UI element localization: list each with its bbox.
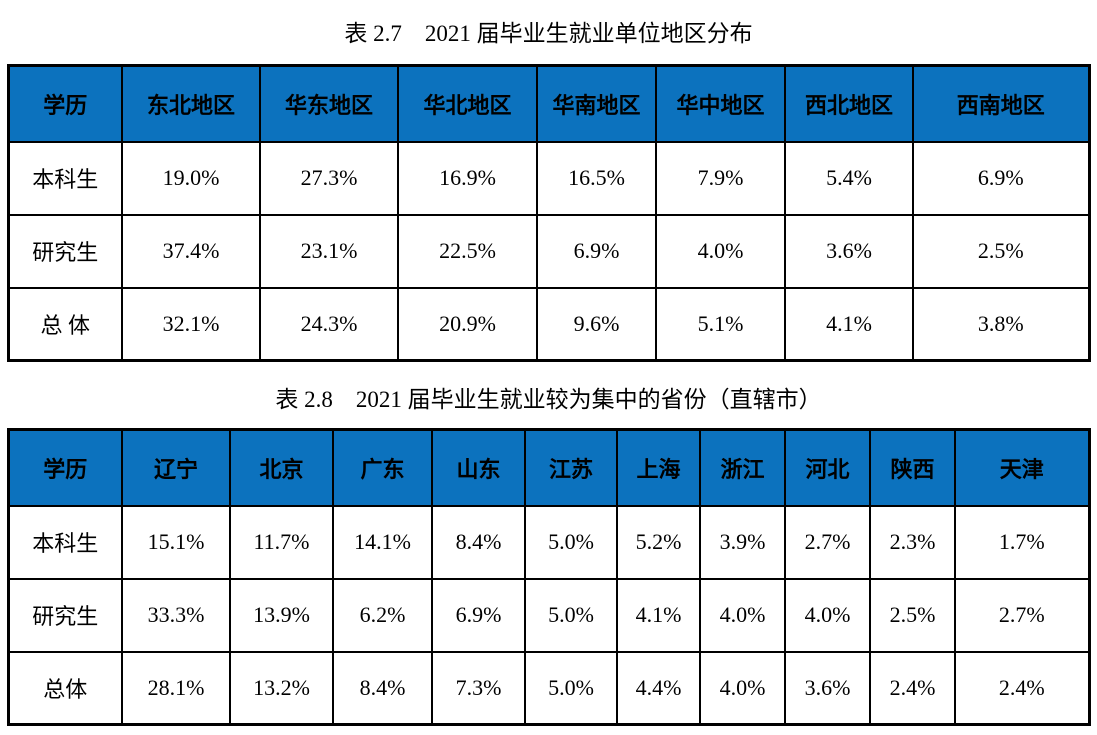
data-cell: 16.5%	[536, 140, 657, 216]
table-row: 总体 28.1% 13.2% 8.4% 7.3% 5.0% 4.4% 4.0% 3.6% 2.4%…	[7, 650, 1090, 726]
data-cell: 16.9%	[397, 140, 538, 216]
data-cell: 7.9%	[655, 140, 786, 216]
data-cell: 1.7%	[954, 504, 1090, 580]
header-cell: 上海	[616, 428, 701, 507]
data-cell: 8.4%	[332, 650, 433, 726]
data-cell: 6.9%	[912, 140, 1090, 216]
header-cell: 山东	[431, 428, 526, 507]
table-2-8-province-distribution: 学历 辽宁 北京 广东 山东 江苏 上海 浙江 河北 陕西 天津 本科生 15.1% 11.7% 14.1…	[6, 428, 1091, 726]
table-2-8-header-row: 学历 辽宁 北京 广东 山东 江苏 上海 浙江 河北 陕西 天津	[7, 428, 1090, 507]
data-cell: 5.2%	[616, 504, 701, 580]
data-cell: 19.0%	[121, 140, 261, 216]
header-cell: 天津	[954, 428, 1090, 507]
data-cell: 24.3%	[259, 286, 399, 362]
data-cell: 5.4%	[784, 140, 914, 216]
data-cell: 28.1%	[121, 650, 231, 726]
header-cell: 辽宁	[121, 428, 231, 507]
header-cell: 学历	[7, 64, 123, 143]
data-cell: 2.5%	[912, 213, 1090, 289]
data-cell: 11.7%	[229, 504, 334, 580]
data-cell: 5.0%	[524, 650, 618, 726]
header-cell: 华东地区	[259, 64, 399, 143]
data-cell: 20.9%	[397, 286, 538, 362]
data-cell: 3.8%	[912, 286, 1090, 362]
data-cell: 7.3%	[431, 650, 526, 726]
data-cell: 4.0%	[699, 577, 786, 653]
data-cell: 2.5%	[869, 577, 956, 653]
header-cell: 陕西	[869, 428, 956, 507]
table-2-7-region-distribution: 学历 东北地区 华东地区 华北地区 华南地区 华中地区 西北地区 西南地区 本科生 19.0% 2…	[6, 64, 1091, 362]
data-cell: 6.2%	[332, 577, 433, 653]
data-cell: 3.9%	[699, 504, 786, 580]
data-cell: 2.7%	[954, 577, 1090, 653]
table-2-7-title: 表 2.7 2021 届毕业生就业单位地区分布	[344, 21, 753, 46]
row-label-cell: 总体	[7, 650, 123, 726]
row-label-cell: 研究生	[7, 577, 123, 653]
data-cell: 23.1%	[259, 213, 399, 289]
data-cell: 2.4%	[954, 650, 1090, 726]
data-cell: 5.0%	[524, 504, 618, 580]
data-cell: 4.0%	[699, 650, 786, 726]
header-cell: 广东	[332, 428, 433, 507]
table-row: 本科生 19.0% 27.3% 16.9% 16.5% 7.9% 5.4% 6.9%	[7, 140, 1090, 216]
data-cell: 37.4%	[121, 213, 261, 289]
table-row: 研究生 37.4% 23.1% 22.5% 6.9% 4.0% 3.6% 2.5%	[7, 213, 1090, 289]
data-cell: 22.5%	[397, 213, 538, 289]
data-cell: 4.0%	[655, 213, 786, 289]
row-label-cell: 本科生	[7, 504, 123, 580]
data-cell: 13.9%	[229, 577, 334, 653]
header-cell: 北京	[229, 428, 334, 507]
data-cell: 5.1%	[655, 286, 786, 362]
table-row: 本科生 15.1% 11.7% 14.1% 8.4% 5.0% 5.2% 3.9% 2.7% 2.…	[7, 504, 1090, 580]
header-cell: 西南地区	[912, 64, 1090, 143]
data-cell: 4.1%	[784, 286, 914, 362]
header-cell: 华南地区	[536, 64, 657, 143]
data-cell: 4.1%	[616, 577, 701, 653]
header-cell: 河北	[784, 428, 871, 507]
data-cell: 2.4%	[869, 650, 956, 726]
header-cell: 华中地区	[655, 64, 786, 143]
row-label-cell: 本科生	[7, 140, 123, 216]
data-cell: 27.3%	[259, 140, 399, 216]
data-cell: 15.1%	[121, 504, 231, 580]
header-cell: 浙江	[699, 428, 786, 507]
row-label-cell: 研究生	[7, 213, 123, 289]
data-cell: 32.1%	[121, 286, 261, 362]
data-cell: 3.6%	[784, 213, 914, 289]
table-row: 研究生 33.3% 13.9% 6.2% 6.9% 5.0% 4.1% 4.0% 4.0% 2.5…	[7, 577, 1090, 653]
data-cell: 2.3%	[869, 504, 956, 580]
data-cell: 4.4%	[616, 650, 701, 726]
data-cell: 8.4%	[431, 504, 526, 580]
data-cell: 33.3%	[121, 577, 231, 653]
table-2-7-header-row: 学历 东北地区 华东地区 华北地区 华南地区 华中地区 西北地区 西南地区	[7, 64, 1090, 143]
header-cell: 学历	[7, 428, 123, 507]
data-cell: 2.7%	[784, 504, 871, 580]
header-cell: 华北地区	[397, 64, 538, 143]
row-label-cell: 总 体	[7, 286, 123, 362]
table-row: 总 体 32.1% 24.3% 20.9% 9.6% 5.1% 4.1% 3.8%	[7, 286, 1090, 362]
data-cell: 4.0%	[784, 577, 871, 653]
header-cell: 江苏	[524, 428, 618, 507]
data-cell: 13.2%	[229, 650, 334, 726]
data-cell: 6.9%	[536, 213, 657, 289]
data-cell: 3.6%	[784, 650, 871, 726]
data-cell: 6.9%	[431, 577, 526, 653]
data-cell: 14.1%	[332, 504, 433, 580]
header-cell: 西北地区	[784, 64, 914, 143]
data-cell: 9.6%	[536, 286, 657, 362]
data-cell: 5.0%	[524, 577, 618, 653]
header-cell: 东北地区	[121, 64, 261, 143]
table-2-8-title: 表 2.8 2021 届毕业生就业较为集中的省份（直辖市）	[275, 387, 822, 412]
